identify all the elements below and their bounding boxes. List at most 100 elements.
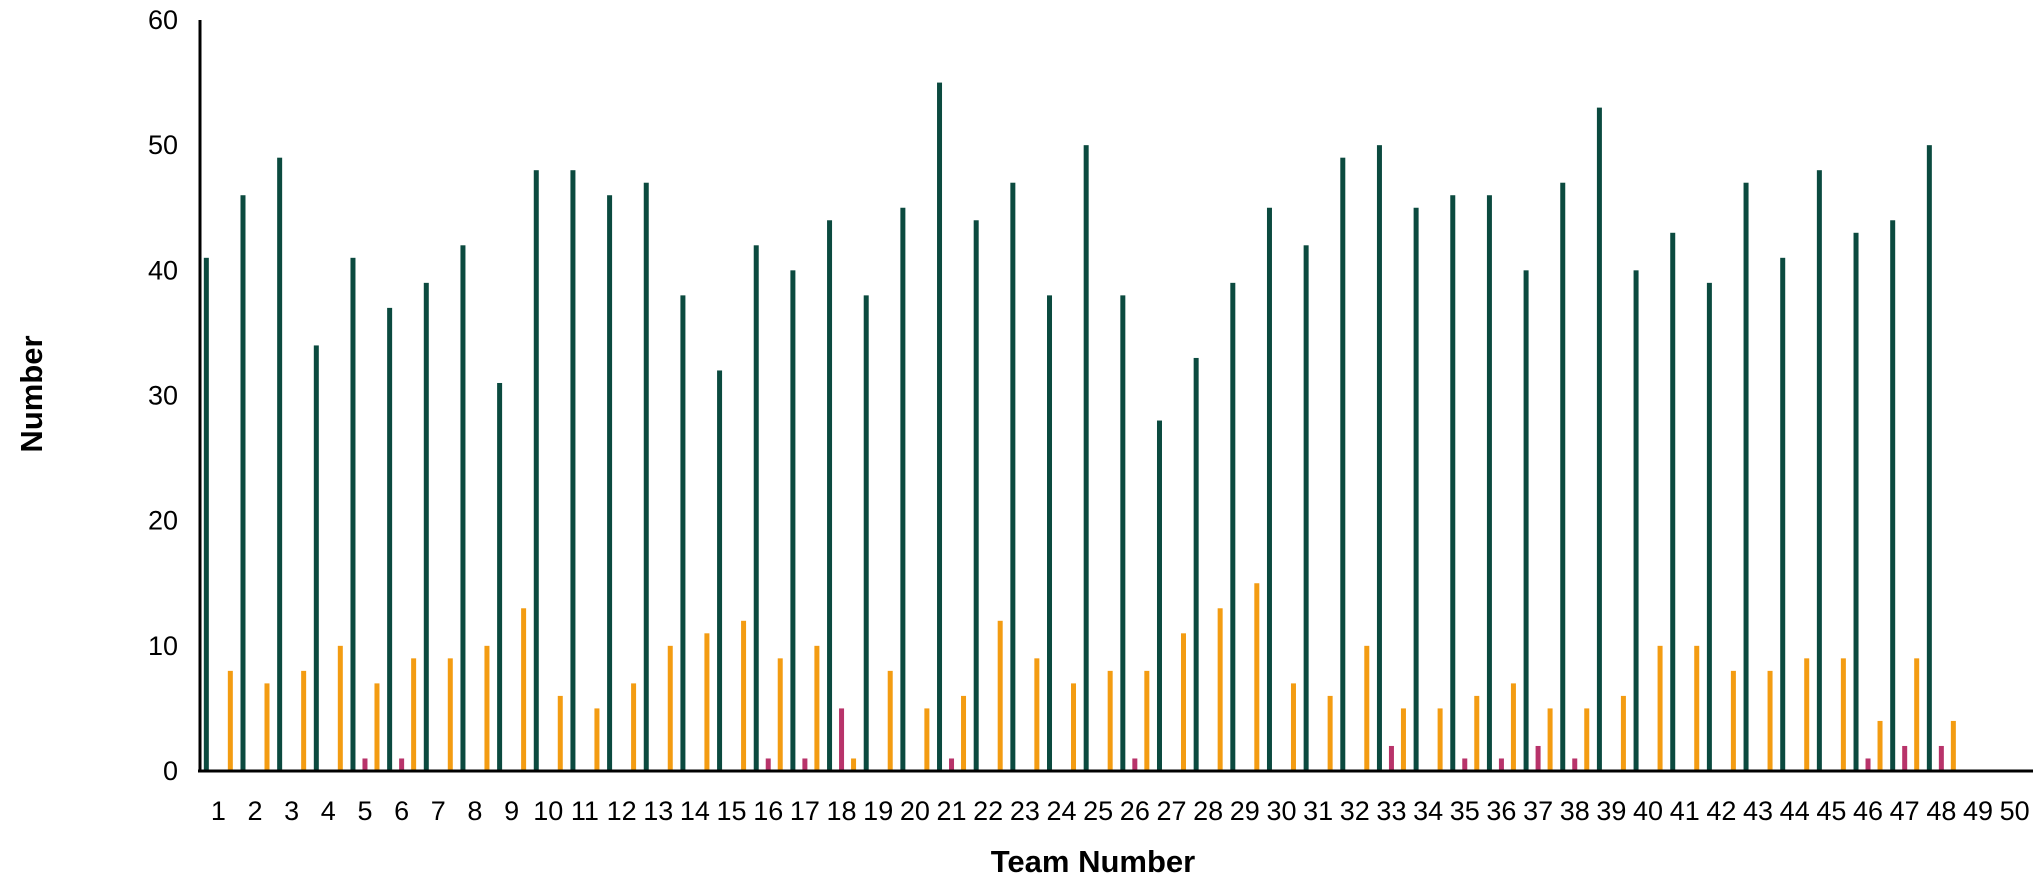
bar-series-3	[337, 645, 343, 771]
bar-series-1	[1266, 207, 1272, 771]
bar-series-3	[814, 645, 820, 771]
x-tick-label: 1	[211, 796, 226, 826]
y-tick-label: 10	[148, 631, 178, 661]
bar-series-3	[851, 758, 857, 771]
x-tick-label: 24	[1046, 796, 1076, 826]
x-tick-label: 40	[1633, 796, 1663, 826]
bar-series-2	[399, 758, 405, 771]
bar-series-3	[557, 695, 563, 771]
y-tick-labels: 0 10 20 30 40 50 60	[148, 5, 178, 786]
bar-series-1	[1413, 207, 1419, 771]
bar-series-1	[753, 245, 759, 772]
bar-series-3	[227, 670, 233, 771]
x-tick-label: 14	[680, 796, 710, 826]
bar-series-2	[1938, 745, 1944, 771]
bar-series-3	[1510, 683, 1516, 771]
x-tick-label: 44	[1780, 796, 1810, 826]
bar-series-3	[1144, 670, 1150, 771]
x-tick-label: 39	[1596, 796, 1626, 826]
bar-series-3	[447, 658, 453, 771]
x-tick-label: 8	[467, 796, 482, 826]
bar-series-2	[1462, 758, 1468, 771]
bar-series-1	[1560, 182, 1566, 771]
bar-series-1	[680, 295, 686, 771]
bar-series-1	[203, 257, 209, 772]
x-tick-label: 22	[973, 796, 1003, 826]
x-tick-label: 11	[571, 796, 599, 826]
bar-series-3	[1290, 683, 1296, 771]
x-tick-label: 37	[1523, 796, 1553, 826]
bar-series-2	[362, 758, 368, 771]
bar-series-1	[387, 307, 393, 771]
bar-series-1	[1193, 357, 1199, 771]
bar-series-2	[1535, 745, 1541, 771]
x-tick-label: 7	[431, 796, 446, 826]
bar-series-1	[1816, 170, 1822, 771]
bar-series-3	[997, 620, 1003, 771]
x-tick-label: 16	[753, 796, 783, 826]
bar-series-3	[961, 695, 967, 771]
bar-series-1	[1890, 220, 1896, 771]
bar-series-2	[1572, 758, 1578, 771]
bar-series-1	[313, 345, 319, 771]
bar-series-1	[1156, 420, 1162, 771]
bar-series-3	[924, 708, 930, 771]
bar-series-3	[1547, 708, 1553, 771]
bar-series-1	[497, 382, 503, 771]
bar-series-1	[1376, 145, 1382, 771]
x-tick-label: 21	[937, 796, 967, 826]
bar-series-1	[863, 295, 869, 771]
x-tick-label: 20	[900, 796, 930, 826]
bar-series-1	[1120, 295, 1126, 771]
bars-group	[203, 82, 1956, 772]
x-tick-label: 43	[1743, 796, 1773, 826]
bar-series-1	[1340, 157, 1346, 771]
x-tick-label: 30	[1266, 796, 1296, 826]
x-tick-label: 49	[1963, 796, 1993, 826]
bar-series-3	[301, 670, 307, 771]
bar-series-1	[1010, 182, 1016, 771]
bar-series-3	[1620, 695, 1626, 771]
bar-series-3	[1804, 658, 1810, 771]
bar-series-1	[240, 195, 246, 771]
bar-series-3	[1400, 708, 1406, 771]
bar-series-3	[1840, 658, 1846, 771]
x-tick-labels: 1 2 3 4 5 6 7 8 9 10 11 12 13 14 15 16 17 18 19 20 21 22 23 24 2…	[211, 796, 2030, 826]
bar-series-3	[264, 683, 270, 771]
bar-series-3	[1217, 608, 1223, 771]
bar-series-3	[1364, 645, 1370, 771]
bar-series-1	[570, 170, 576, 771]
bar-series-1	[1450, 195, 1456, 771]
bar-series-1	[973, 220, 979, 771]
bar-series-3	[374, 683, 380, 771]
bar-series-1	[533, 170, 539, 771]
bar-series-1	[1853, 232, 1859, 772]
y-tick-label: 30	[148, 381, 178, 411]
bar-series-1	[827, 220, 833, 771]
bar-series-3	[667, 645, 673, 771]
bar-series-3	[1767, 670, 1773, 771]
bar-series-3	[521, 608, 527, 771]
x-tick-label: 29	[1230, 796, 1260, 826]
y-tick-label: 0	[163, 756, 178, 786]
bar-series-2	[1498, 758, 1504, 771]
x-tick-label: 42	[1706, 796, 1736, 826]
x-tick-label: 19	[863, 796, 893, 826]
bar-series-1	[1633, 270, 1639, 771]
bar-series-1	[1230, 282, 1236, 771]
bar-series-2	[1865, 758, 1871, 771]
bar-series-3	[484, 645, 490, 771]
bar-series-1	[350, 257, 356, 772]
bar-series-2	[1902, 745, 1908, 771]
x-tick-label: 15	[717, 796, 747, 826]
bar-series-1	[1670, 232, 1676, 772]
x-tick-label: 28	[1193, 796, 1223, 826]
bar-series-2	[765, 758, 771, 771]
bar-series-2	[1132, 758, 1138, 771]
x-tick-label: 31	[1303, 796, 1333, 826]
x-tick-label: 36	[1486, 796, 1516, 826]
bar-series-3	[1950, 720, 1956, 771]
x-tick-label: 3	[284, 796, 299, 826]
x-tick-label: 5	[357, 796, 372, 826]
bar-series-3	[1107, 670, 1113, 771]
